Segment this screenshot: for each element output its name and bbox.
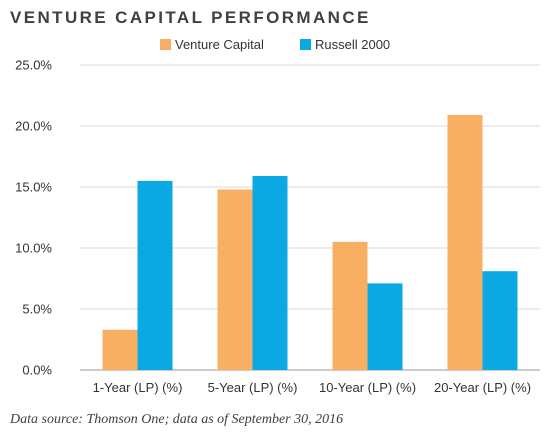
bar [482, 271, 518, 370]
bar [447, 115, 483, 371]
y-tick-label: 10.0% [15, 241, 52, 256]
y-tick-label: 15.0% [15, 180, 52, 195]
bar [102, 329, 138, 370]
bar [137, 180, 173, 370]
bars [102, 115, 518, 371]
x-tick-label: 20-Year (LP) (%) [434, 380, 531, 395]
y-tick-label: 5.0% [22, 302, 52, 317]
bar [332, 241, 368, 370]
x-tick-label: 10-Year (LP) (%) [319, 380, 416, 395]
legend-swatch [300, 39, 311, 50]
legend-swatch [160, 39, 171, 50]
y-axis-ticks: 0.0% 5.0% 10.0% 15.0% 20.0% 25.0% [15, 58, 52, 378]
x-axis-ticks: 1-Year (LP) (%) 5-Year (LP) (%) 10-Year (L… [93, 380, 531, 395]
source-note: Data source: Thomson One; data as of Sep… [10, 412, 344, 427]
chart-title: VENTURE CAPITAL PERFORMANCE [10, 8, 371, 27]
y-tick-label: 20.0% [15, 119, 52, 134]
bar [217, 189, 253, 370]
legend-label: Venture Capital [175, 37, 264, 52]
legend-label: Russell 2000 [315, 37, 390, 52]
y-tick-label: 0.0% [22, 363, 52, 378]
bar [252, 176, 288, 370]
legend: Venture Capital Russell 2000 [160, 37, 390, 52]
bar [367, 283, 403, 370]
x-tick-label: 1-Year (LP) (%) [93, 380, 183, 395]
y-tick-label: 25.0% [15, 58, 52, 73]
x-tick-label: 5-Year (LP) (%) [208, 380, 298, 395]
